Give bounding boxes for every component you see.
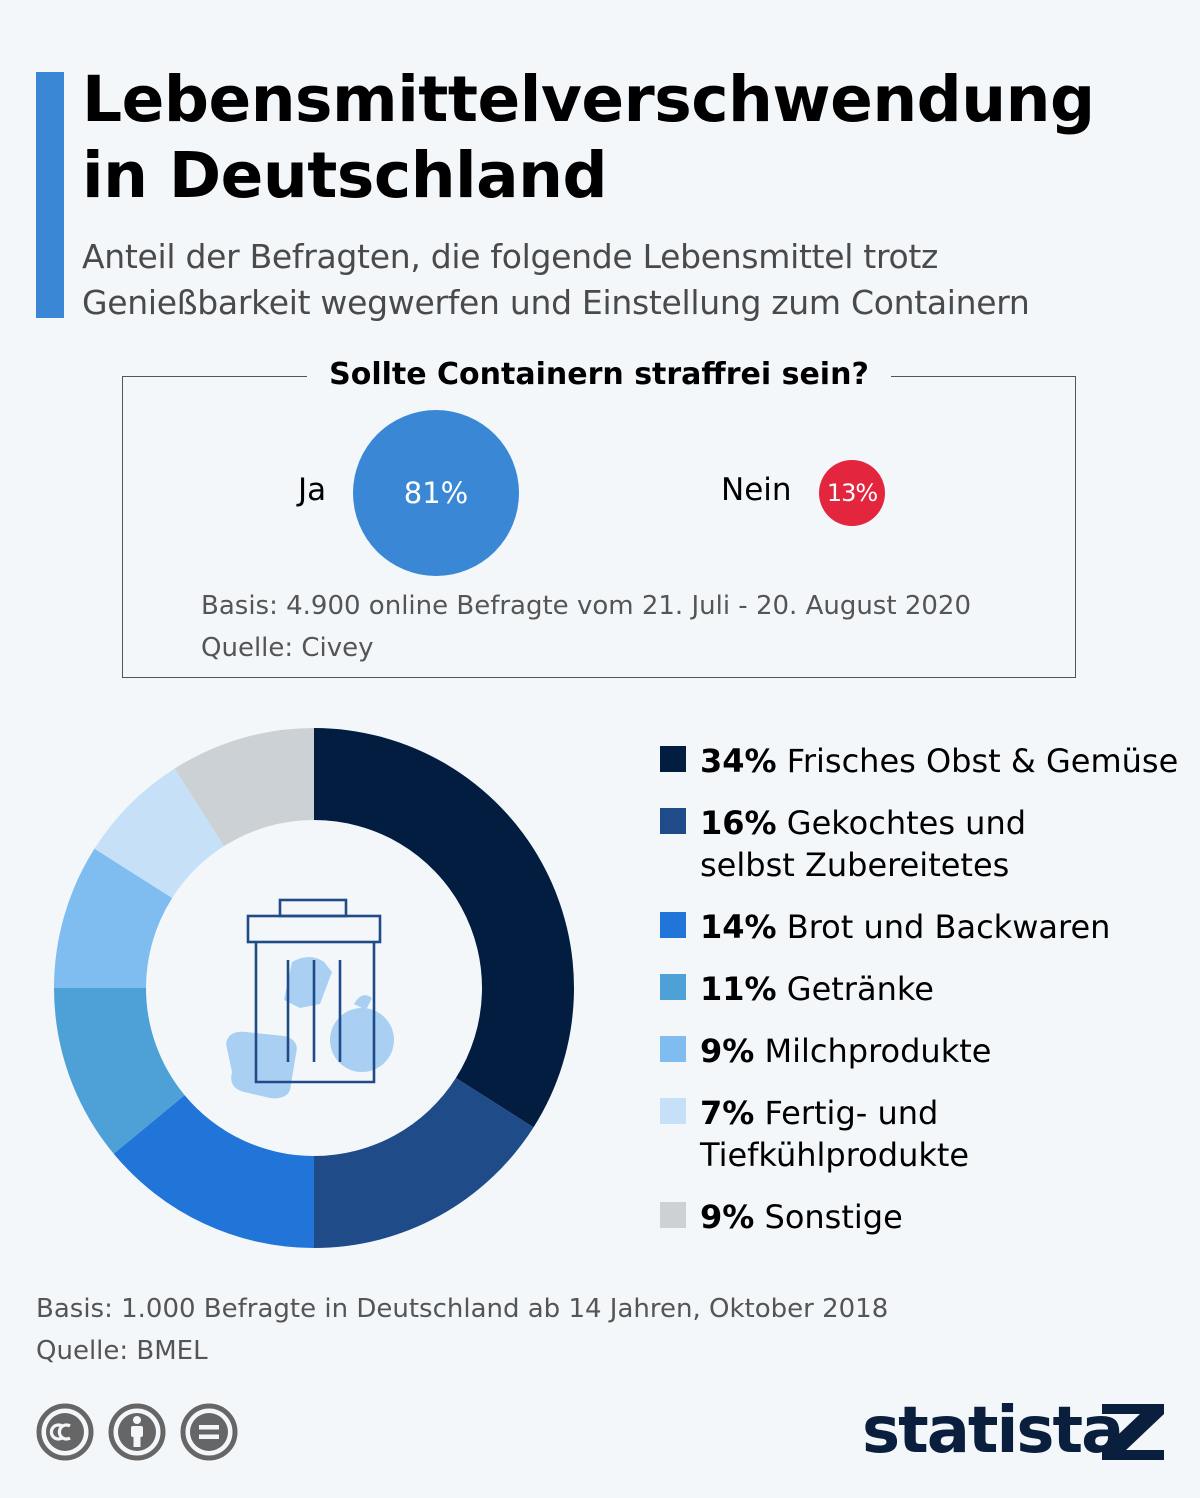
page-subtitle-line-1: Anteil der Befragten, die folgende Leben… — [82, 237, 939, 276]
legend-swatch — [660, 912, 686, 938]
chart-basis: Basis: 1.000 Befragte in Deutschland ab … — [36, 1294, 889, 1324]
legend-value: 7% — [700, 1094, 755, 1132]
answer-yes-value: 81% — [403, 476, 469, 510]
chart-legend: 34% Frisches Obst & Gemüse 16% Gekochtes… — [660, 740, 1178, 1258]
survey-source: Quelle: Civey — [201, 633, 374, 663]
page-subtitle: Anteil der Befragten, die folgende Leben… — [82, 234, 1182, 326]
legend-swatch — [660, 1202, 686, 1228]
legend-value: 11% — [700, 970, 777, 1008]
donut-slice-3 — [113, 1095, 314, 1248]
survey-question: Sollte Containern straffrei sein? — [123, 353, 1075, 397]
statista-logo: statista — [862, 1394, 1168, 1470]
chart-source: Quelle: BMEL — [36, 1336, 208, 1366]
containern-survey-box: Sollte Containern straffrei sein? Ja 81%… — [122, 357, 1076, 678]
legend-label-line-2: Tiefkühlprodukte — [700, 1136, 970, 1174]
page-title-line-2: in Deutschland — [82, 139, 608, 212]
legend-value: 9% — [700, 1198, 755, 1236]
no-derivatives-icon[interactable] — [180, 1403, 238, 1461]
legend-item: 14% Brot und Backwaren — [660, 906, 1178, 948]
legend-value: 14% — [700, 908, 777, 946]
food-waste-donut-chart — [54, 728, 574, 1248]
legend-label: Getränke — [786, 970, 934, 1008]
chart-footnote: Basis: 1.000 Befragte in Deutschland ab … — [36, 1288, 888, 1372]
legend-label: Fertig- und — [764, 1094, 939, 1132]
survey-basis: Basis: 4.900 online Befragte vom 21. Jul… — [201, 591, 971, 621]
answer-yes-label: Ja — [298, 472, 327, 508]
legend-swatch — [660, 746, 686, 772]
legend-swatch — [660, 974, 686, 1000]
legend-item: 7% Fertig- und Tiefkühlprodukte — [660, 1092, 1178, 1176]
legend-item: 34% Frisches Obst & Gemüse — [660, 740, 1178, 782]
title-accent-bar — [36, 72, 64, 318]
legend-item: 9% Milchprodukte — [660, 1030, 1178, 1072]
trash-can-icon — [226, 898, 394, 1099]
donut-slice-7 — [174, 728, 314, 847]
legend-swatch — [660, 1098, 686, 1124]
answer-yes-bubble: 81% — [353, 410, 519, 576]
legend-item: 11% Getränke — [660, 968, 1178, 1010]
page-subtitle-line-2: Genießbarkeit wegwerfen und Einstellung … — [82, 283, 1030, 322]
legend-item: 16% Gekochtes und selbst Zubereitetes — [660, 802, 1178, 886]
attribution-icon[interactable] — [108, 1403, 166, 1461]
donut-slice-1 — [314, 728, 574, 1128]
legend-label: Frisches Obst & Gemüse — [786, 742, 1179, 780]
donut-slice-2 — [314, 1078, 534, 1248]
page-title: Lebensmittelverschwendung in Deutschland — [82, 62, 1182, 214]
survey-note: Basis: 4.900 online Befragte vom 21. Jul… — [201, 585, 971, 669]
discarded-food-icon — [226, 957, 394, 1099]
legend-label: Gekochtes und — [786, 804, 1027, 842]
answer-no-value: 13% — [826, 479, 878, 507]
donut-slices — [54, 728, 574, 1248]
legend-swatch — [660, 1036, 686, 1062]
legend-label-line-2: selbst Zubereitetes — [700, 846, 1010, 884]
answer-no-bubble: 13% — [819, 460, 885, 526]
legend-label: Milchprodukte — [764, 1032, 992, 1070]
legend-value: 9% — [700, 1032, 755, 1070]
donut-slice-4 — [54, 988, 185, 1154]
legend-item: 9% Sonstige — [660, 1196, 1178, 1238]
legend-value: 34% — [700, 742, 777, 780]
legend-swatch — [660, 808, 686, 834]
legend-label: Sonstige — [764, 1198, 903, 1236]
statista-wordmark: statista — [862, 1394, 1124, 1468]
donut-slice-6 — [94, 768, 224, 898]
legend-label: Brot und Backwaren — [786, 908, 1111, 946]
creative-commons-icon[interactable] — [36, 1403, 94, 1461]
statista-mark-icon — [1102, 1404, 1164, 1460]
page-title-line-1: Lebensmittelverschwendung — [82, 63, 1095, 136]
survey-question-text: Sollte Containern straffrei sein? — [307, 357, 891, 392]
legend-value: 16% — [700, 804, 777, 842]
answer-no-label: Nein — [721, 472, 792, 508]
donut-slice-5 — [54, 848, 173, 988]
